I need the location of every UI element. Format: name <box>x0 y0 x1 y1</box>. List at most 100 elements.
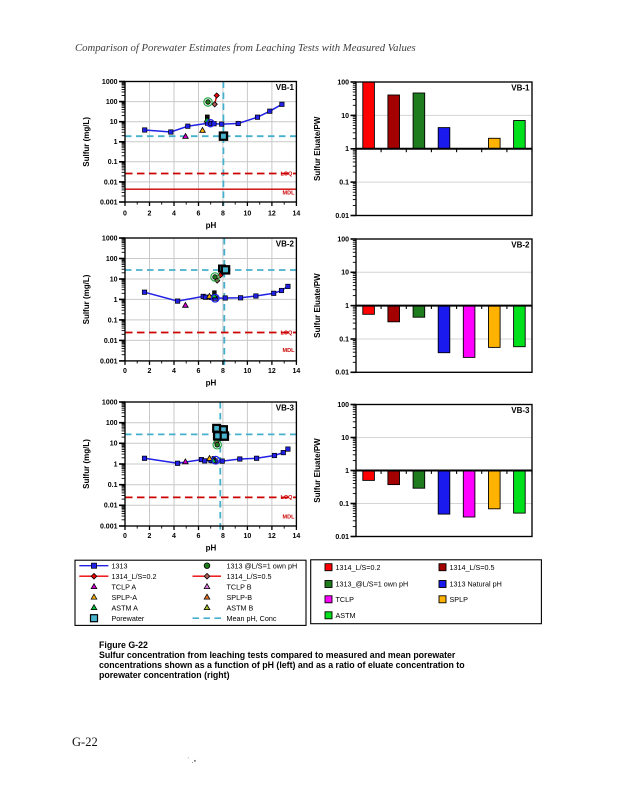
svg-text:TCLP B: TCLP B <box>227 582 252 591</box>
svg-text:0.01: 0.01 <box>335 370 349 377</box>
svg-text:0.1: 0.1 <box>108 159 118 166</box>
svg-text:SPLP-A: SPLP-A <box>112 593 138 602</box>
svg-text:Sulfur (mg/L): Sulfur (mg/L) <box>82 274 91 324</box>
svg-text:14: 14 <box>293 368 301 375</box>
svg-text:ASTM: ASTM <box>336 611 356 620</box>
svg-text:LOQ: LOQ <box>281 171 294 177</box>
svg-text:Sulfur (mg/L): Sulfur (mg/L) <box>82 117 91 167</box>
svg-text:2: 2 <box>148 368 152 375</box>
svg-text:0.001: 0.001 <box>100 358 118 365</box>
svg-text:Sulfur Eluate/PW: Sulfur Eluate/PW <box>313 438 322 503</box>
svg-text:6: 6 <box>197 211 201 218</box>
svg-text:1: 1 <box>345 468 349 475</box>
svg-text:100: 100 <box>106 256 118 263</box>
svg-text:12: 12 <box>268 533 276 540</box>
svg-text:SPLP-B: SPLP-B <box>227 593 253 602</box>
svg-text:pH: pH <box>206 379 217 388</box>
svg-text:SPLP: SPLP <box>450 595 469 604</box>
svg-text:100: 100 <box>106 420 118 427</box>
svg-text:14: 14 <box>293 211 301 218</box>
svg-text:0.1: 0.1 <box>339 336 349 343</box>
svg-text:1: 1 <box>114 461 118 468</box>
svg-text:ASTM A: ASTM A <box>112 603 139 612</box>
svg-text:ASTM B: ASTM B <box>227 603 254 612</box>
svg-text:4: 4 <box>172 368 176 375</box>
svg-text:1: 1 <box>114 297 118 304</box>
svg-text:Sulfur (mg/L): Sulfur (mg/L) <box>82 439 91 489</box>
svg-text:0.1: 0.1 <box>339 180 349 187</box>
svg-text:VB-2: VB-2 <box>276 240 295 249</box>
svg-text:TCLP A: TCLP A <box>112 582 137 591</box>
svg-text:2: 2 <box>148 533 152 540</box>
svg-text:10: 10 <box>110 119 118 126</box>
svg-text:100: 100 <box>337 402 349 409</box>
svg-text:VB-3: VB-3 <box>276 404 295 413</box>
svg-text:MDL: MDL <box>283 191 296 197</box>
svg-text:TCLP: TCLP <box>336 595 355 604</box>
svg-text:0.1: 0.1 <box>339 501 349 508</box>
svg-text:MDL: MDL <box>283 514 296 520</box>
svg-text:1000: 1000 <box>102 235 118 242</box>
svg-text:4: 4 <box>172 533 176 540</box>
svg-text:VB-3: VB-3 <box>511 406 530 415</box>
svg-text:Sulfur Eluate/PW: Sulfur Eluate/PW <box>313 273 322 338</box>
svg-text:Porewater: Porewater <box>112 614 145 623</box>
svg-text:0.1: 0.1 <box>108 317 118 324</box>
svg-text:10: 10 <box>244 368 252 375</box>
svg-text:10: 10 <box>341 435 349 442</box>
svg-text:1314_L/S=0.2: 1314_L/S=0.2 <box>336 563 381 572</box>
svg-text:1: 1 <box>114 139 118 146</box>
svg-text:0.01: 0.01 <box>104 503 118 510</box>
svg-text:10: 10 <box>110 441 118 448</box>
svg-text:0.01: 0.01 <box>335 534 349 541</box>
svg-text:LOQ: LOQ <box>281 495 294 501</box>
svg-text:1313_@L/S=1 own pH: 1313_@L/S=1 own pH <box>336 580 409 589</box>
svg-text:2: 2 <box>148 211 152 218</box>
svg-text:14: 14 <box>293 533 301 540</box>
svg-text:6: 6 <box>197 368 201 375</box>
svg-text:100: 100 <box>106 99 118 106</box>
svg-text:Sulfur Eluate/PW: Sulfur Eluate/PW <box>313 116 322 181</box>
svg-text:100: 100 <box>337 79 349 86</box>
svg-text:VB-1: VB-1 <box>511 84 530 93</box>
svg-text:10: 10 <box>244 533 252 540</box>
svg-text:8: 8 <box>221 211 225 218</box>
svg-text:0.01: 0.01 <box>104 338 118 345</box>
svg-text:MDL: MDL <box>283 348 296 354</box>
svg-text:1314_L/S=0.5: 1314_L/S=0.5 <box>227 572 272 581</box>
svg-text:0.01: 0.01 <box>104 179 118 186</box>
svg-text:1314_L/S=0.2: 1314_L/S=0.2 <box>112 572 157 581</box>
svg-text:10: 10 <box>341 270 349 277</box>
svg-text:10: 10 <box>110 276 118 283</box>
svg-text:0.1: 0.1 <box>108 482 118 489</box>
svg-text:1000: 1000 <box>102 79 118 86</box>
svg-text:Mean pH, Conc: Mean pH, Conc <box>227 614 277 623</box>
svg-text:0: 0 <box>123 368 127 375</box>
svg-text:1: 1 <box>345 303 349 310</box>
svg-text:0.001: 0.001 <box>100 523 118 530</box>
svg-text:10: 10 <box>244 211 252 218</box>
svg-text:1000: 1000 <box>102 399 118 406</box>
svg-text:0.001: 0.001 <box>100 199 118 206</box>
svg-text:VB-1: VB-1 <box>276 83 295 92</box>
svg-text:1313 @L/S=1 own pH: 1313 @L/S=1 own pH <box>227 561 298 570</box>
svg-text:1313: 1313 <box>112 561 128 570</box>
svg-text:VB-2: VB-2 <box>511 241 530 250</box>
svg-text:1: 1 <box>345 146 349 153</box>
svg-text:10: 10 <box>341 113 349 120</box>
svg-text:LOQ: LOQ <box>281 330 294 336</box>
svg-text:12: 12 <box>268 211 276 218</box>
svg-text:0: 0 <box>123 211 127 218</box>
svg-text:1313 Natural pH: 1313 Natural pH <box>450 580 502 589</box>
svg-text:1314_L/S=0.5: 1314_L/S=0.5 <box>450 563 495 572</box>
svg-text:6: 6 <box>197 533 201 540</box>
svg-text:pH: pH <box>206 221 217 230</box>
svg-text:8: 8 <box>221 533 225 540</box>
svg-text:12: 12 <box>268 368 276 375</box>
svg-text:0.01: 0.01 <box>335 213 349 220</box>
svg-text:pH: pH <box>206 544 217 553</box>
svg-text:0: 0 <box>123 533 127 540</box>
svg-text:8: 8 <box>221 368 225 375</box>
svg-text:4: 4 <box>172 211 176 218</box>
svg-text:100: 100 <box>337 236 349 243</box>
